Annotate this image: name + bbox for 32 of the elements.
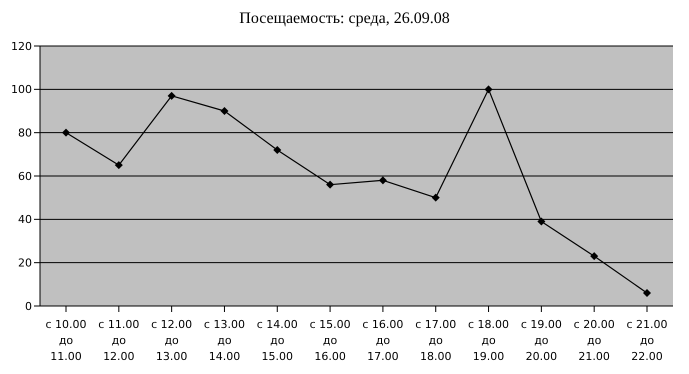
- y-tick-label: 60: [18, 170, 32, 183]
- point: [590, 252, 598, 260]
- chart-title: Посещаемость: среда, 26.09.08: [238, 9, 451, 29]
- x-tick-label: с 17.00 до 18.00: [415, 318, 456, 363]
- point: [62, 128, 70, 137]
- point: [537, 218, 546, 226]
- point: [326, 180, 334, 189]
- point: [273, 146, 282, 154]
- x-tick-label: с 10.00 до 11.00: [45, 318, 87, 363]
- x-tick-label: с 14.00 до 15.00: [256, 318, 298, 363]
- point: [643, 289, 651, 297]
- x-tick-label: с 13.00 до 14.00: [204, 318, 245, 363]
- point: [432, 194, 440, 202]
- x-tick-label: с 15.00 до 16.00: [310, 318, 351, 363]
- point: [114, 161, 123, 170]
- x-tick-label: с 21.00 до 22.00: [626, 318, 668, 363]
- x-tick-label: с 18.00 до 19.00: [468, 318, 510, 363]
- y-tick-label: 0: [25, 300, 32, 313]
- x-tick-label: с 16.00 до 17.00: [362, 318, 404, 363]
- x-tick-label: с 12.00 до 13.00: [151, 318, 192, 363]
- point: [168, 92, 176, 100]
- x-tick-label: с 19.00 до 20.00: [520, 318, 562, 363]
- point: [220, 107, 228, 115]
- y-tick-label: 120: [11, 40, 32, 53]
- point: [378, 176, 387, 184]
- y-tick-label: 80: [18, 126, 32, 140]
- point: [484, 85, 493, 94]
- y-tick-label: 100: [11, 83, 32, 96]
- x-tick-label: с 11.00 до 12.00: [98, 318, 140, 363]
- x-tick-label: с 20.00 до 21.00: [574, 318, 615, 363]
- y-tick-label: 20: [18, 256, 32, 270]
- y-tick-label: 40: [18, 213, 32, 226]
